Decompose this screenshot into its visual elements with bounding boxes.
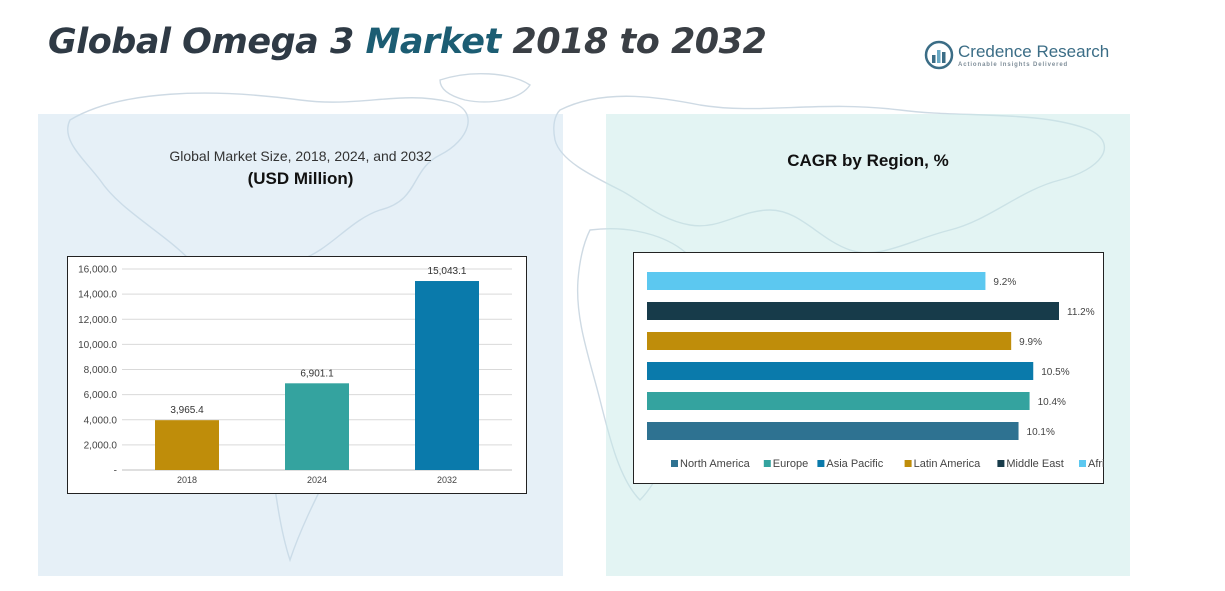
cagr-title: CAGR by Region, % [787,151,949,170]
y-tick-label: - [114,466,117,477]
y-tick-label: 6,000.0 [84,390,118,401]
y-tick-label: 2,000.0 [84,440,118,451]
chart-legend: North America Europe Asia Pacific Latin Ame… [671,458,1104,470]
market-size-subtitle: Global Market Size, 2018, 2024, and 2032 [169,148,432,164]
legend-swatch [1079,460,1086,467]
data-label: 10.5% [1041,367,1069,378]
legend-swatch [817,460,825,467]
legend-swatch [671,460,678,467]
legend-label: North America [680,458,751,470]
logo-tagline: Actionable Insights Delivered [958,62,1069,68]
y-tick-label: 8,000.0 [84,365,118,376]
bar-europe [647,392,1030,410]
bar-2032 [415,281,479,470]
data-label: 10.1% [1027,427,1055,438]
x-tick-label: 2032 [437,475,457,485]
market-size-bar-chart: - 2,000.0 4,000.0 6,000.0 8,000.0 10,000.0 12,… [67,256,527,494]
x-tick-label: 2018 [177,475,197,485]
logo-name: Credence Research [958,42,1109,62]
data-label: 9.9% [1019,337,1042,348]
y-tick-label: 10,000.0 [78,340,117,351]
logo-mark-icon [924,40,954,70]
legend-label: Asia Pacific [826,458,883,470]
page-title: Global Omega 3 Market 2018 to 2032 [48,22,767,62]
logo-name-part-1: Credence [958,42,1032,61]
market-size-unit: (USD Million) [247,169,354,188]
cagr-bar-chart: 9.2% 11.2% 9.9% 10.5% 10.4% 10.1% North Americ… [633,252,1104,484]
data-label: 15,043.1 [428,266,467,277]
legend-swatch [904,460,912,467]
bar-latin-america [647,332,1012,350]
legend-swatch [763,460,771,467]
legend-swatch [997,460,1005,467]
y-tick-label: 12,000.0 [78,315,117,326]
title-part-3: 2018 to 2032 [512,22,767,62]
y-tick-label: 4,000.0 [84,415,118,426]
bar-middle-east [647,302,1059,320]
data-label: 11.2% [1067,307,1095,318]
legend-label: Latin America [914,458,982,470]
legend-label: Africa [1088,458,1104,470]
x-tick-label: 2024 [307,475,327,485]
title-part-2: Market [365,22,501,62]
credence-research-logo: Credence Research Actionable Insights De… [924,40,1109,72]
data-label: 6,901.1 [300,368,334,379]
y-tick-label: 14,000.0 [78,290,117,301]
data-label: 10.4% [1038,397,1066,408]
bar-2024 [285,383,349,470]
logo-name-part-2: Research [1036,42,1110,61]
bar-asia-pacific [647,362,1034,380]
y-tick-label: 16,000.0 [78,265,117,276]
bar-2018 [155,420,219,470]
bar-africa [647,272,986,290]
data-label: 9.2% [993,277,1016,288]
title-part-1: Global Omega 3 [48,22,354,62]
bar-north-america [647,422,1019,440]
legend-label: Europe [773,458,808,470]
legend-label: Middle East [1006,458,1063,470]
data-label: 3,965.4 [170,405,204,416]
